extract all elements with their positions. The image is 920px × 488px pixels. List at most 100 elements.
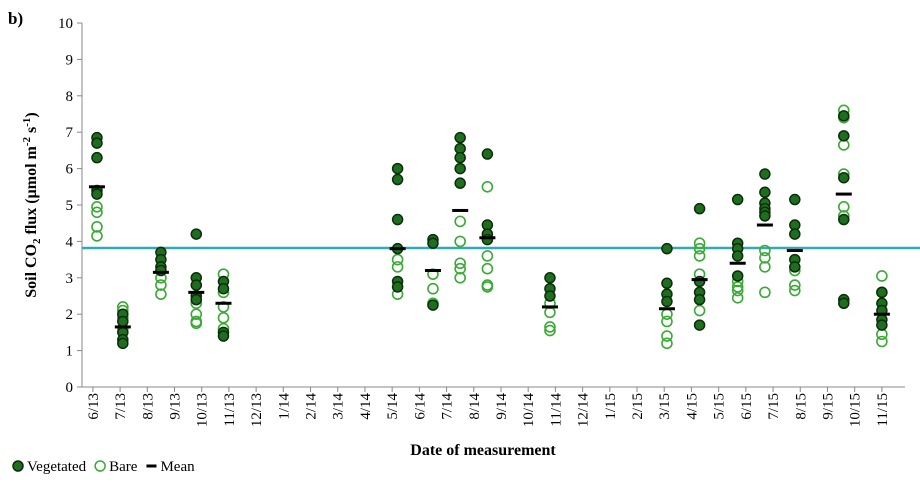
vegetated-point (759, 186, 771, 199)
vegetated-point (91, 137, 103, 149)
x-tick-label: 8/13 (140, 393, 156, 420)
vegetated-point (876, 286, 888, 299)
x-tick-label: 4/15 (684, 393, 700, 420)
y-title-part: Soil CO (23, 244, 40, 298)
bare-point (661, 330, 673, 342)
bare-point (391, 253, 404, 266)
bare-point (759, 251, 771, 264)
x-tick-label: 10/15 (848, 393, 864, 427)
vegetated-point (789, 193, 801, 206)
bare-point (155, 288, 167, 300)
mean-marker (152, 270, 169, 274)
vegetated-point (838, 110, 850, 122)
y-tick-label: 3 (66, 271, 74, 287)
mean-marker (424, 269, 441, 273)
mean-marker (479, 236, 496, 240)
bare-point (190, 317, 203, 330)
mean-marker (88, 185, 105, 189)
bare-point (876, 335, 888, 348)
x-tick-label: 9/13 (168, 393, 184, 420)
mean-marker (452, 208, 469, 212)
bare-point (155, 279, 167, 291)
vegetated-point (876, 319, 888, 331)
vegetated-point (391, 173, 404, 186)
x-tick-label: 3/14 (331, 393, 347, 420)
x-axis-title: Date of measurement (410, 442, 556, 459)
legend-marker (12, 460, 24, 472)
mean-marker (114, 325, 131, 329)
bare-point (731, 281, 744, 293)
bare-point (876, 270, 888, 282)
vegetated-point (731, 193, 744, 206)
bare-point (731, 284, 744, 297)
bare-point (837, 201, 850, 213)
bare-point (190, 308, 203, 321)
x-tick-label: 9/15 (820, 393, 836, 420)
x-tick-label: 11/13 (222, 393, 238, 427)
x-tick-label: 7/15 (766, 393, 782, 420)
x-tick-label: 11/14 (548, 393, 564, 427)
mean-marker (729, 261, 746, 265)
vegetated-point (391, 281, 404, 293)
vegetated-point (731, 270, 744, 282)
x-tick-label: 8/15 (793, 393, 809, 420)
vegetated-point (544, 290, 556, 302)
vegetated-point (391, 213, 404, 226)
vegetated-point (427, 299, 439, 311)
vegetated-point (731, 250, 744, 262)
y-title-part: -1 (21, 118, 33, 127)
bare-point (454, 257, 466, 270)
bare-point (789, 279, 801, 291)
bare-point (427, 282, 439, 295)
mean-marker (786, 249, 803, 252)
vegetated-point (693, 202, 706, 215)
vegetated-point (838, 213, 850, 226)
mean-marker (658, 307, 675, 311)
bare-point (759, 261, 771, 273)
vegetated-point (454, 162, 466, 175)
vegetated-point (217, 282, 230, 295)
y-title-part: s (23, 127, 40, 137)
vegetated-point (661, 295, 673, 308)
x-tick-label: 9/14 (494, 393, 510, 420)
bare-point (481, 281, 494, 293)
y-tick-label: 1 (66, 344, 74, 360)
legend-marker (146, 464, 157, 468)
bare-point (481, 262, 494, 275)
vegetated-point (838, 171, 850, 184)
vegetated-point (838, 297, 850, 310)
bare-point (693, 242, 706, 255)
x-tick-label: 5/15 (712, 393, 728, 420)
vegetated-point (117, 337, 129, 350)
bare-point (91, 201, 103, 213)
vegetated-point (190, 228, 203, 240)
vegetated-point (759, 168, 771, 180)
y-title-part: ) (23, 112, 40, 117)
vegetated-point (838, 130, 850, 142)
x-tick-label: 5/14 (385, 393, 401, 420)
bare-point (544, 321, 556, 333)
y-axis-title: Soil CO2 flux (µmol m-2 s-1) (21, 112, 43, 298)
bare-point (454, 271, 466, 284)
y-tick-label: 0 (66, 380, 74, 396)
mean-marker (188, 290, 205, 294)
x-tick-label: 6/13 (86, 393, 102, 420)
bare-point (693, 304, 706, 317)
vegetated-point (544, 272, 556, 284)
vegetated-point (155, 264, 167, 277)
bare-point (91, 206, 103, 219)
y-tick-label: 6 (66, 162, 74, 178)
y-tick-label: 9 (66, 52, 74, 68)
y-tick-label: 2 (66, 307, 74, 323)
panel-label: b) (8, 9, 23, 28)
vegetated-point (481, 233, 494, 246)
x-tick-label: 7/13 (113, 393, 129, 420)
mean-marker (541, 305, 558, 309)
x-tick-label: 10/14 (521, 393, 537, 428)
y-title-part: flux (µmol m (23, 145, 40, 238)
bare-point (454, 215, 466, 228)
y-title-part: 2 (31, 238, 43, 244)
x-tick-label: 11/15 (875, 393, 891, 427)
bare-point (661, 337, 673, 350)
mean-marker (215, 301, 232, 305)
